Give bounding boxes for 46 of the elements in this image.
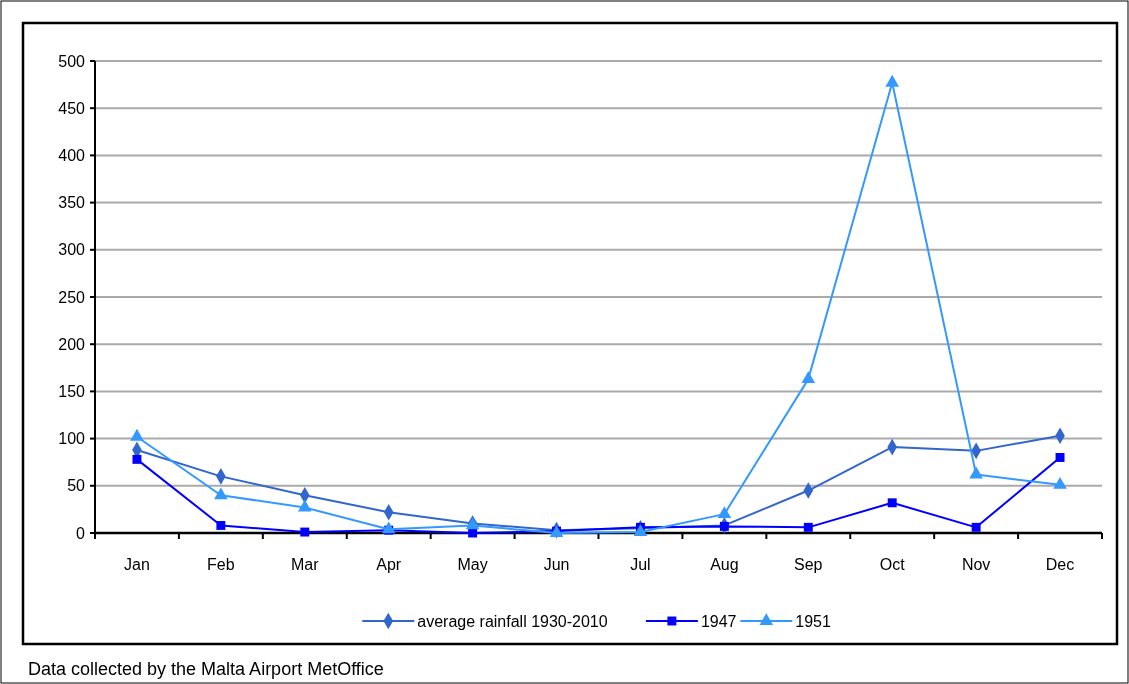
y-tick-label: 300 [58,241,86,259]
x-tick-label: Sep [794,556,823,573]
point [887,498,897,508]
point [801,371,816,384]
legend-label: 1951 [795,612,831,630]
x-tick-label: Aug [710,556,739,573]
point [633,524,648,536]
y-tick-label: 0 [76,524,86,542]
point [298,499,312,512]
point [468,528,478,538]
x-tick-label: Feb [207,556,235,573]
point [216,520,226,530]
y-tick-label: 50 [67,477,86,495]
x-tick-label: Jan [124,556,150,573]
point [719,521,729,531]
y-tick-label: 150 [58,383,86,400]
point [969,466,983,479]
point [214,487,228,500]
legend-label: 1947 [700,612,737,630]
point [803,522,813,532]
point [130,428,144,441]
x-tick-label: Dec [1045,556,1075,573]
y-tick-label: 200 [58,335,86,353]
x-tick-label: Mar [291,556,320,573]
x-tick-label: May [457,556,488,573]
point [1055,453,1065,462]
x-tick-label: Jun [543,556,570,573]
point [300,527,310,537]
y-tick-label: 450 [58,99,86,117]
point [971,522,981,532]
x-tick-label: Nov [961,556,991,573]
text: Data collected by the Malta Airport MetOffice [28,659,384,679]
point [1053,477,1067,489]
y-tick-label: 250 [58,288,86,306]
x-tick-label: Jul [630,556,651,573]
y-tick-label: 400 [58,147,86,164]
legend-label: average rainfall 1930-2010 [417,612,608,630]
point [717,506,732,519]
point [381,521,396,534]
point [132,454,142,464]
y-tick-label: 500 [58,52,86,70]
x-tick-label: Apr [376,556,402,573]
x-tick-label: Oct [879,556,906,573]
point [885,74,899,87]
y-tick-label: 350 [58,194,86,212]
y-tick-label: 100 [58,430,86,448]
